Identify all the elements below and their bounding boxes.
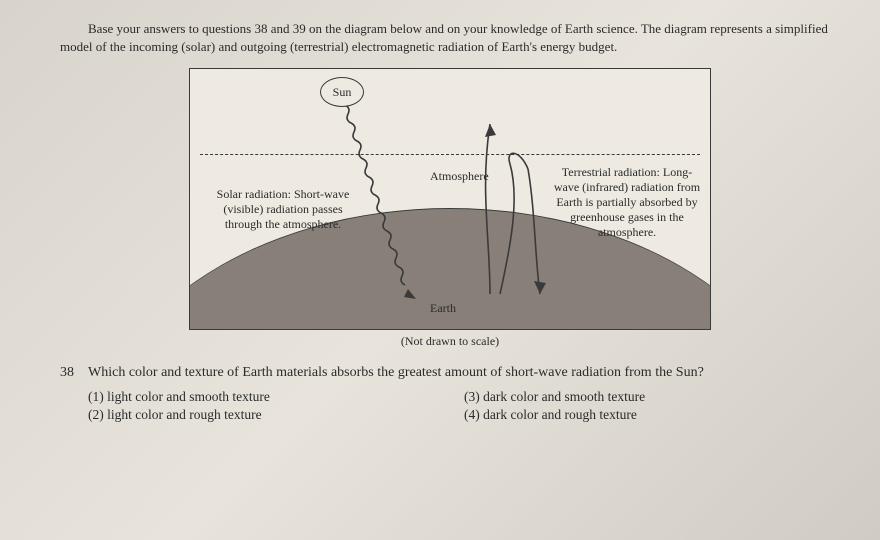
answer-choices: (1) light color and smooth texture (2) l… bbox=[88, 387, 840, 425]
choice-2: (2) light color and rough texture bbox=[88, 407, 464, 423]
question-38: 38 Which color and texture of Earth mate… bbox=[60, 365, 840, 381]
energy-budget-diagram: Sun Atmosphere Solar radiation: Short-wa… bbox=[189, 68, 711, 330]
earth-label: Earth bbox=[430, 301, 456, 316]
diagram-container: Sun Atmosphere Solar radiation: Short-wa… bbox=[60, 68, 840, 330]
intro-text: Base your answers to questions 38 and 39… bbox=[60, 20, 840, 56]
solar-radiation-text: Solar radiation: Short-wave (visible) ra… bbox=[208, 187, 358, 232]
atmosphere-label: Atmosphere bbox=[430, 169, 489, 184]
terrestrial-radiation-text: Terrestrial radiation: Long-wave (infrar… bbox=[552, 165, 702, 240]
question-text: Which color and texture of Earth materia… bbox=[88, 365, 840, 381]
diagram-caption: (Not drawn to scale) bbox=[60, 334, 840, 349]
choice-3: (3) dark color and smooth texture bbox=[464, 389, 840, 405]
question-number: 38 bbox=[60, 365, 88, 381]
choice-1: (1) light color and smooth texture bbox=[88, 389, 464, 405]
choice-4: (4) dark color and rough texture bbox=[464, 407, 840, 423]
